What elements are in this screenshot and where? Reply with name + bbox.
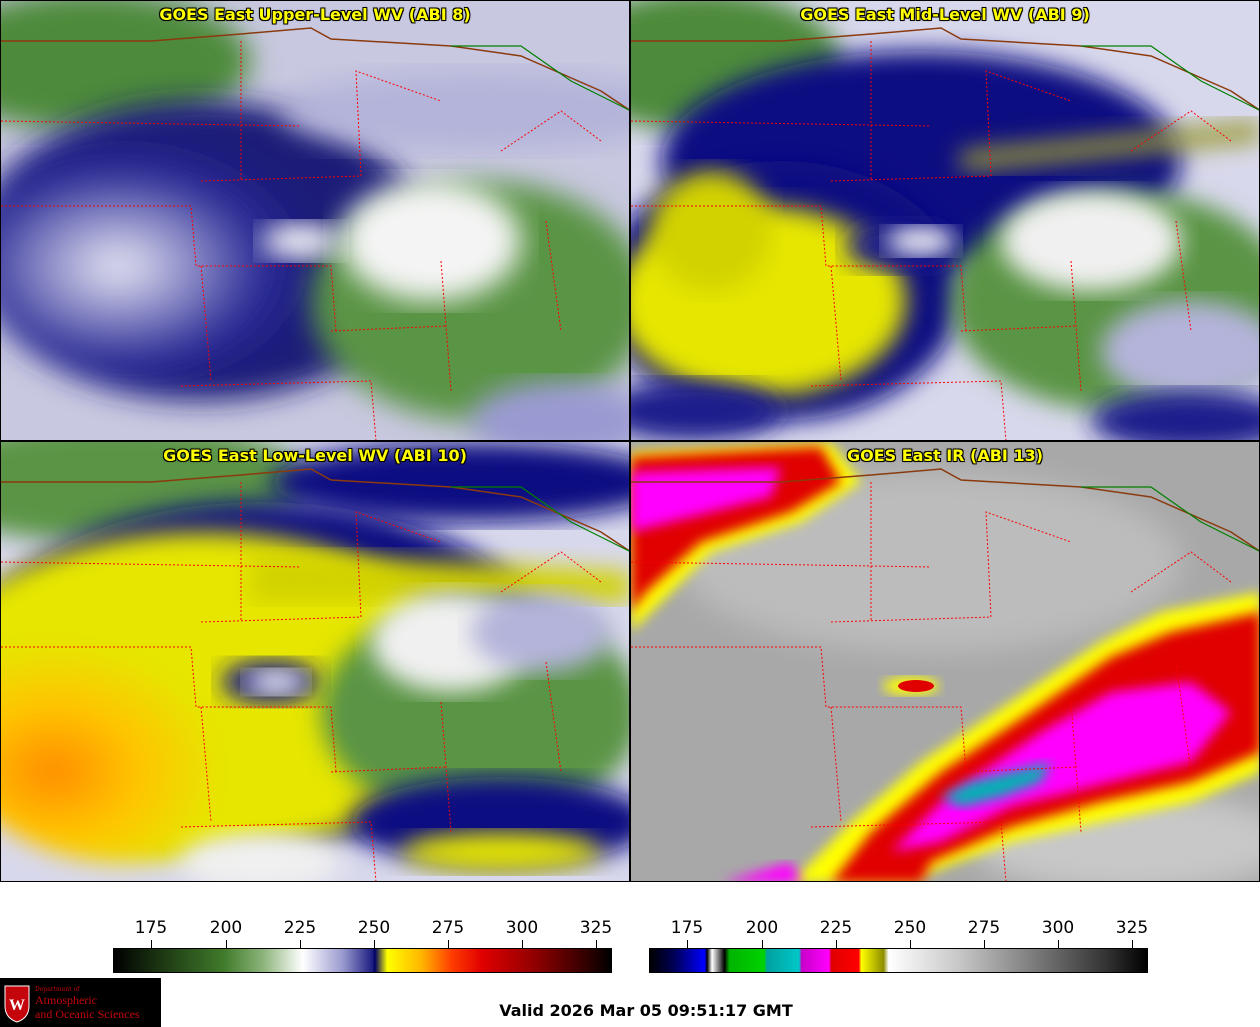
aos-logo[interactable]: W Department of Atmospheric and Oceanic … (0, 978, 161, 1027)
tick-label: 200 (745, 918, 779, 938)
ir-colorbar-ticks: 175 200 225 250 275 300 325 (649, 918, 1148, 950)
tick-label: 325 (1115, 918, 1149, 938)
wv-colorbar-ticks: 175 200 225 250 275 300 325 (113, 918, 612, 950)
panel-title: GOES East IR (ABI 13) (846, 446, 1044, 465)
crest-letter: W (9, 997, 25, 1014)
panel-title: GOES East Upper-Level WV (ABI 8) (159, 5, 471, 24)
state-borders (1, 41, 602, 440)
tick-label: 225 (819, 918, 853, 938)
ir-image (631, 442, 1259, 881)
tick-label: 275 (967, 918, 1001, 938)
country-border (1, 27, 629, 111)
great-lakes-border (451, 45, 629, 111)
tick-label: 250 (893, 918, 927, 938)
panel-title: GOES East Low-Level WV (ABI 10) (163, 446, 467, 465)
tick-label: 175 (670, 918, 704, 938)
low-level-wv-image (1, 442, 629, 881)
ir-panel: GOES East IR (ABI 13) (630, 441, 1260, 882)
panel-title: GOES East Mid-Level WV (ABI 9) (800, 5, 1090, 24)
logo-line-1: Atmospheric (35, 993, 97, 1007)
tick-label: 250 (357, 918, 391, 938)
ir-colorbar (649, 948, 1148, 973)
tick-label: 175 (134, 918, 168, 938)
tick-label: 300 (1041, 918, 1075, 938)
logo-dept-label: Department of (35, 986, 80, 993)
low-level-wv-panel: GOES East Low-Level WV (ABI 10) (0, 441, 630, 882)
logo-line-2: and Oceanic Sciences (35, 1007, 140, 1021)
tick-label: 200 (209, 918, 243, 938)
tick-label: 225 (283, 918, 317, 938)
valid-time-label: Valid 2026 Mar 05 09:51:17 GMT (499, 1001, 793, 1020)
mid-level-wv-image (631, 1, 1259, 440)
tick-label: 275 (431, 918, 465, 938)
wv-colorbar (113, 948, 612, 973)
upper-level-wv-panel: GOES East Upper-Level WV (ABI 8) (0, 0, 630, 441)
upper-level-wv-image (1, 1, 629, 440)
mid-level-wv-panel: GOES East Mid-Level WV (ABI 9) (630, 0, 1260, 441)
tick-label: 300 (505, 918, 539, 938)
uw-crest-icon: W (4, 985, 30, 1023)
tick-label: 325 (579, 918, 613, 938)
